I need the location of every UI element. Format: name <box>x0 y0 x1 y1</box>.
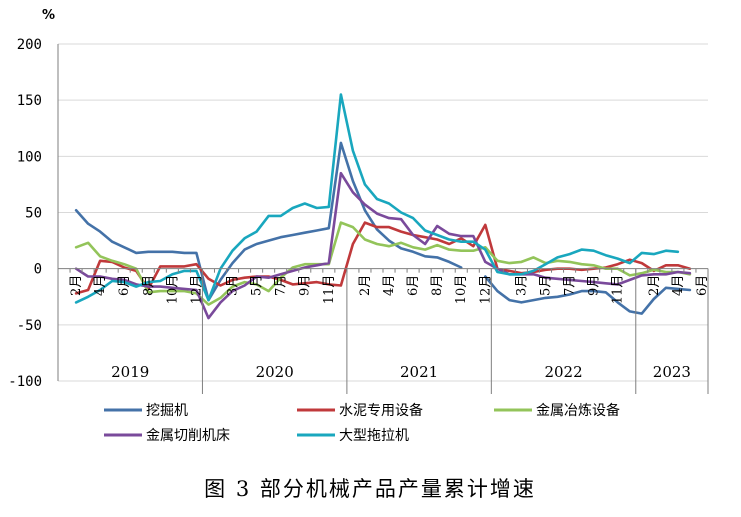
y-tick-label: -100 <box>8 374 42 390</box>
y-unit-label: % <box>42 8 55 23</box>
x-tick-label: 11月 <box>611 275 626 305</box>
x-tick-label: 12月 <box>189 275 204 305</box>
legend-label: 水泥专用设备 <box>339 402 423 419</box>
series-line <box>74 93 680 304</box>
y-tick-label: 0 <box>34 262 42 278</box>
x-tick-label: 3月 <box>514 275 529 296</box>
x-tick-label: 8月 <box>430 275 445 296</box>
year-label: 2021 <box>400 363 438 381</box>
x-tick-label: 10月 <box>454 275 469 305</box>
x-tick-label: 11月 <box>322 275 337 305</box>
x-tick-label: 3月 <box>226 275 241 296</box>
year-labels: 2019 2020 2021 2022 2023 <box>111 363 691 381</box>
x-tick-labels: 2月 4月 6月 8月 10月 12月 3月 5月 7月 9月 11月 2月 4月 6月 8月 10月 12月 3… <box>69 275 710 305</box>
x-tick-label: 4月 <box>382 275 397 296</box>
x-tick-label: 12月 <box>478 275 493 305</box>
x-tick-label: 8月 <box>141 275 156 296</box>
x-tick-label: 5月 <box>250 275 265 296</box>
x-tick-label: 7月 <box>274 275 289 296</box>
legend-label: 金属切削机床 <box>146 428 230 444</box>
x-tick-label: 4月 <box>93 275 108 296</box>
axes <box>57 44 709 394</box>
x-tick-label: 5月 <box>539 275 554 296</box>
year-label: 2020 <box>256 363 294 381</box>
series-line <box>74 221 692 306</box>
year-label: 2023 <box>653 363 691 381</box>
x-tick-label: 6月 <box>406 275 421 296</box>
x-tick-label: 9月 <box>298 275 313 296</box>
y-tick-label: 150 <box>17 93 42 109</box>
x-tick-label: 2月 <box>358 275 373 296</box>
year-label: 2022 <box>544 363 582 381</box>
y-tick-label: 200 <box>17 37 42 53</box>
x-tick-label: 6月 <box>695 275 710 296</box>
x-tick-label: 6月 <box>117 275 132 296</box>
x-tick-label: 4月 <box>671 275 686 296</box>
year-label: 2019 <box>111 363 149 381</box>
gridlines <box>58 43 708 382</box>
x-tick-label: 7月 <box>563 275 578 296</box>
chart-title: 图 3 部分机械产品产量累计增速 <box>204 477 536 501</box>
series-line <box>74 171 692 320</box>
x-tick-label: 9月 <box>587 275 602 296</box>
y-tick-label: 100 <box>17 149 42 165</box>
legend-label: 大型拖拉机 <box>339 428 409 444</box>
series-line <box>74 141 692 315</box>
y-tick-label: -50 <box>17 318 42 334</box>
y-tick-label: 50 <box>25 206 42 222</box>
x-tick-label: 2月 <box>69 275 84 296</box>
y-tick-labels: -100 -50 0 50 100 150 200 <box>8 37 42 390</box>
x-tick-label: 10月 <box>165 275 180 305</box>
legend-label: 挖掘机 <box>146 403 188 419</box>
legend-label: 金属冶炼设备 <box>536 402 620 419</box>
x-tick-label: 2月 <box>647 275 662 296</box>
